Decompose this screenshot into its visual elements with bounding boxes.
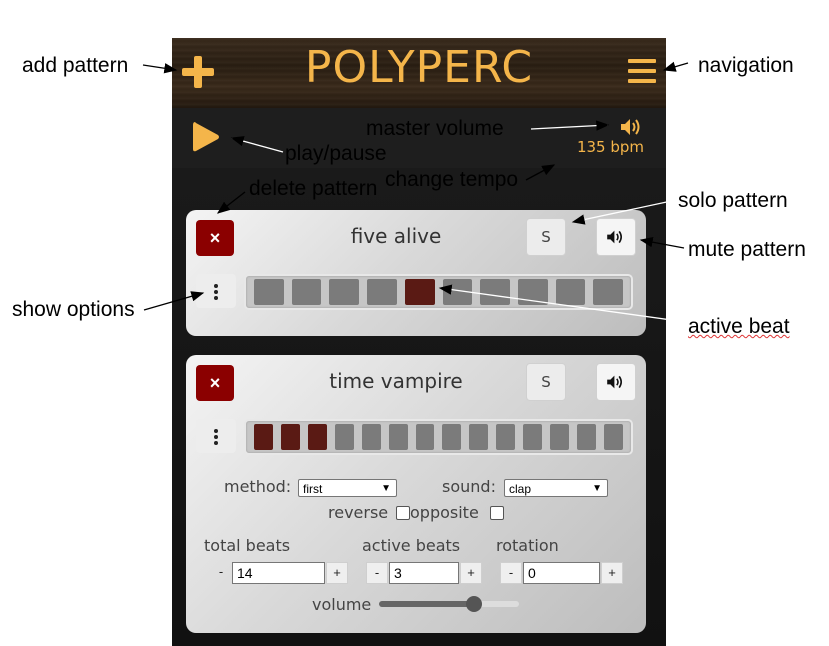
speaker-icon: [607, 230, 622, 244]
app-header: POLYPERC: [172, 38, 666, 108]
inactive-beat[interactable]: [388, 424, 408, 450]
annotation-delete-pattern: delete pattern: [249, 177, 378, 200]
solo-pattern-button[interactable]: S: [526, 218, 566, 256]
total-beats-plus-button[interactable]: +: [326, 562, 348, 584]
volume-label: volume: [312, 595, 372, 614]
add-pattern-plus-icon[interactable]: [178, 52, 218, 92]
pattern-name: time vampire: [329, 369, 463, 393]
active-beat[interactable]: [404, 279, 435, 305]
inactive-beat[interactable]: [361, 424, 381, 450]
solo-pattern-button[interactable]: S: [526, 363, 566, 401]
play-pause-play-icon[interactable]: [192, 120, 220, 154]
active-beats-minus-button[interactable]: -: [366, 562, 388, 584]
rotation-input[interactable]: 0: [523, 562, 600, 584]
volume-slider-thumb[interactable]: [466, 596, 483, 612]
beat-grid: [244, 274, 633, 310]
vertical-dots-icon: [214, 284, 218, 288]
inactive-beat[interactable]: [415, 424, 435, 450]
inactive-beat[interactable]: [496, 424, 516, 450]
active-beat[interactable]: [307, 424, 327, 450]
reverse-checkbox[interactable]: [396, 506, 410, 520]
sound-select-value: clap: [509, 482, 532, 496]
annotation-navigation: navigation: [698, 54, 794, 77]
annotation-solo-pattern: solo pattern: [678, 189, 788, 212]
tempo-display[interactable]: 135 bpm: [576, 138, 644, 156]
rotation-label: rotation: [496, 536, 559, 555]
annotation-active-beat: active beat: [688, 315, 790, 338]
active-beat[interactable]: [280, 424, 300, 450]
annotation-show-options: show options: [12, 298, 135, 321]
sound-select[interactable]: clap ▼: [504, 479, 608, 497]
mute-pattern-button[interactable]: [596, 218, 636, 256]
volume-slider-fill: [379, 601, 475, 607]
reverse-label: reverse: [328, 503, 389, 522]
inactive-beat[interactable]: [603, 424, 623, 450]
beat-grid: [244, 419, 633, 455]
inactive-beat[interactable]: [329, 279, 360, 305]
volume-slider[interactable]: [379, 596, 519, 612]
annotation-play-pause: play/pause: [285, 142, 387, 165]
annotation-change-tempo: change tempo: [385, 168, 519, 191]
total-beats-input[interactable]: 14: [232, 562, 325, 584]
method-select[interactable]: first ▼: [298, 479, 397, 497]
inactive-beat[interactable]: [469, 424, 489, 450]
pattern-card-time-vampire: × time vampire S method: first ▼ sound: …: [186, 355, 646, 633]
annotation-mute-pattern: mute pattern: [688, 238, 806, 261]
vertical-dots-icon: [214, 435, 218, 439]
app-title: POLYPERC: [304, 42, 534, 93]
rotation-plus-button[interactable]: +: [601, 562, 623, 584]
opposite-checkbox[interactable]: [490, 506, 504, 520]
rotation-minus-button[interactable]: -: [500, 562, 522, 584]
delete-pattern-button[interactable]: ×: [196, 220, 234, 256]
inactive-beat[interactable]: [334, 424, 354, 450]
show-options-button[interactable]: [196, 419, 236, 453]
mute-pattern-button[interactable]: [596, 363, 636, 401]
active-beats-label: active beats: [362, 536, 461, 555]
pattern-card-five-alive: × five alive S: [186, 210, 646, 336]
total-beats-label: total beats: [204, 536, 291, 555]
inactive-beat[interactable]: [550, 424, 570, 450]
opposite-label: opposite: [410, 503, 479, 522]
navigation-hamburger-icon[interactable]: [628, 58, 656, 84]
inactive-beat[interactable]: [577, 424, 596, 450]
inactive-beat[interactable]: [555, 279, 586, 305]
inactive-beat[interactable]: [442, 424, 462, 450]
vertical-dots-icon: [214, 296, 218, 300]
inactive-beat[interactable]: [442, 279, 473, 305]
sound-label: sound:: [442, 477, 496, 496]
annotation-add-pattern: add pattern: [22, 54, 129, 77]
method-label: method:: [224, 477, 292, 496]
vertical-dots-icon: [214, 290, 218, 294]
chevron-down-icon: ▼: [592, 483, 602, 494]
inactive-beat[interactable]: [254, 279, 284, 305]
inactive-beat[interactable]: [593, 279, 624, 305]
vertical-dots-icon: [214, 429, 218, 433]
inactive-beat[interactable]: [517, 279, 548, 305]
inactive-beat[interactable]: [367, 279, 397, 305]
chevron-down-icon: ▼: [381, 483, 391, 494]
show-options-button[interactable]: [196, 274, 236, 308]
active-beats-input[interactable]: 3: [389, 562, 459, 584]
method-select-value: first: [303, 482, 323, 496]
delete-pattern-button[interactable]: ×: [196, 365, 234, 401]
pattern-name: five alive: [350, 224, 442, 248]
active-beats-plus-button[interactable]: +: [460, 562, 482, 584]
annotation-master-volume: master volume: [366, 117, 504, 140]
arrow-navigation: [662, 61, 689, 72]
master-volume-speaker-icon[interactable]: [620, 117, 644, 137]
vertical-dots-icon: [214, 441, 218, 445]
inactive-beat[interactable]: [523, 424, 543, 450]
inactive-beat[interactable]: [291, 279, 322, 305]
inactive-beat[interactable]: [480, 279, 510, 305]
active-beat[interactable]: [254, 424, 273, 450]
speaker-icon: [607, 375, 622, 389]
total-beats-minus-button[interactable]: -: [218, 564, 224, 579]
